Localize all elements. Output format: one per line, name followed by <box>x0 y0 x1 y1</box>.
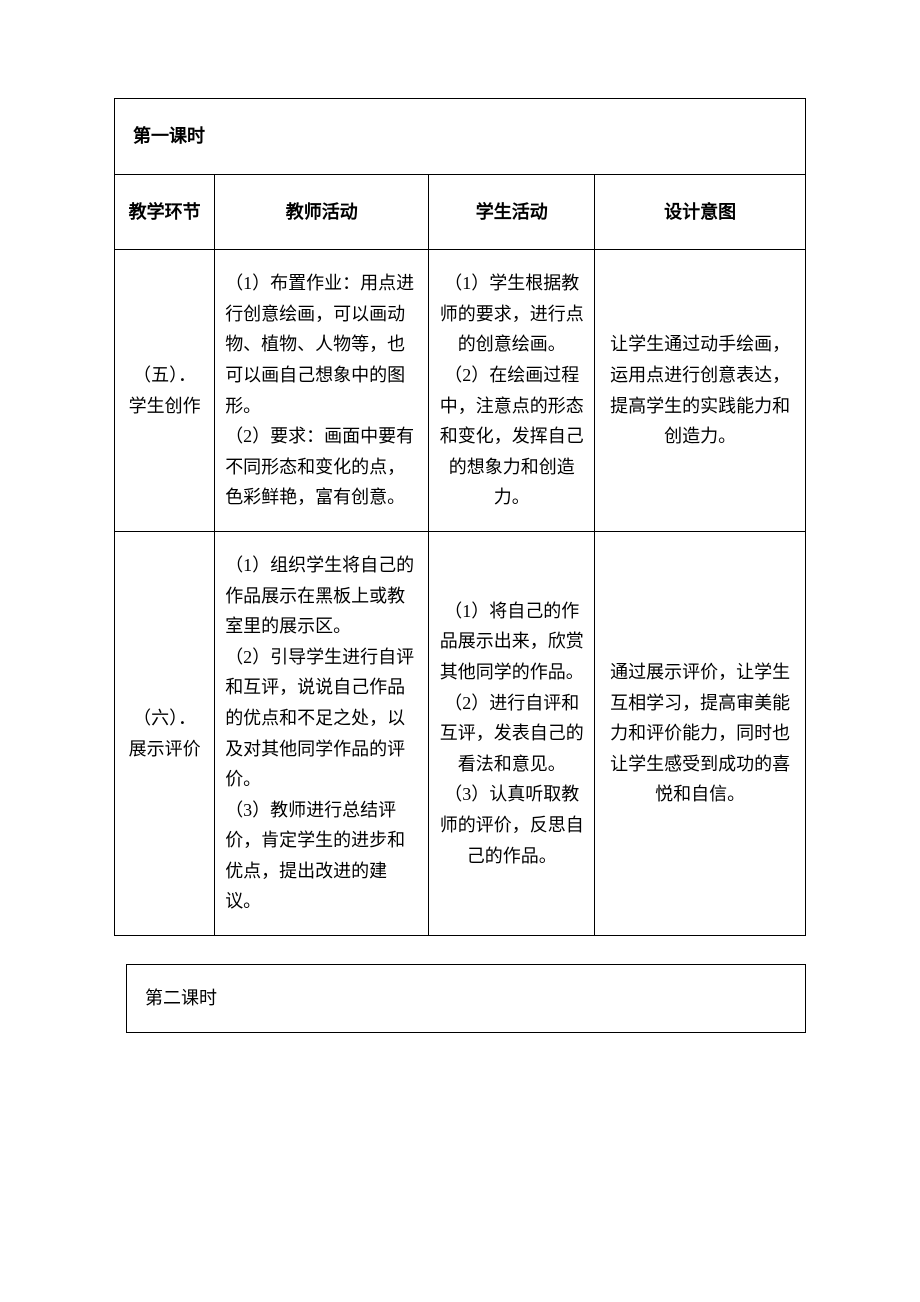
teacher-cell: （1）布置作业：用点进行创意绘画，可以画动物、植物、人物等，也可以画自己想象中的… <box>215 250 429 532</box>
intent-cell: 通过展示评价，让学生互相学习，提高审美能力和评价能力，同时也让学生感受到成功的喜… <box>595 531 806 935</box>
lesson1-title: 第一课时 <box>115 99 806 175</box>
lesson2-title: 第二课时 <box>127 965 806 1033</box>
lesson2-title-row: 第二课时 <box>127 965 806 1033</box>
header-row: 教学环节 教师活动 学生活动 设计意图 <box>115 174 806 250</box>
table-row: （五）．学生创作 （1）布置作业：用点进行创意绘画，可以画动物、植物、人物等，也… <box>115 250 806 532</box>
header-stage: 教学环节 <box>115 174 215 250</box>
stage-cell: （六）．展示评价 <box>115 531 215 935</box>
lesson-plan-table-2: 第二课时 <box>126 964 806 1033</box>
student-cell: （1）学生根据教师的要求，进行点的创意绘画。（2）在绘画过程中，注意点的形态和变… <box>429 250 595 532</box>
table-row: （六）．展示评价 （1）组织学生将自己的作品展示在黑板上或教室里的展示区。（2）… <box>115 531 806 935</box>
header-student: 学生活动 <box>429 174 595 250</box>
teacher-cell: （1）组织学生将自己的作品展示在黑板上或教室里的展示区。（2）引导学生进行自评和… <box>215 531 429 935</box>
lesson-plan-table-1: 第一课时 教学环节 教师活动 学生活动 设计意图 （五）．学生创作 （1）布置作… <box>114 98 806 936</box>
lesson1-title-row: 第一课时 <box>115 99 806 175</box>
stage-cell: （五）．学生创作 <box>115 250 215 532</box>
student-cell: （1）将自己的作品展示出来，欣赏其他同学的作品。（2）进行自评和互评，发表自己的… <box>429 531 595 935</box>
document-page: 第一课时 教学环节 教师活动 学生活动 设计意图 （五）．学生创作 （1）布置作… <box>0 0 920 1033</box>
intent-cell: 让学生通过动手绘画，运用点进行创意表达，提高学生的实践能力和创造力。 <box>595 250 806 532</box>
header-intent: 设计意图 <box>595 174 806 250</box>
header-teacher: 教师活动 <box>215 174 429 250</box>
